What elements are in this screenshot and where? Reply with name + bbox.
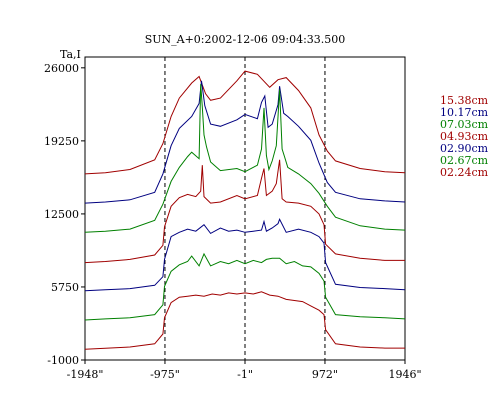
legend-entry: 15.38cm (440, 94, 489, 107)
y-axis-ticks: 26000 19250 12500 5750 -1000 (44, 62, 85, 367)
y-tick-label: 19250 (44, 135, 79, 148)
y-axis-label: Ta,I (60, 48, 81, 61)
legend-entry: 02.90cm (440, 142, 489, 155)
chart-title: SUN_A+0:2002-12-06 09:04:33.500 (145, 33, 346, 46)
series-line-10.17cm (84, 80, 406, 204)
series-line-02.24cm (84, 291, 405, 350)
legend-entry: 04.93cm (440, 130, 489, 143)
x-tick-label: 972" (312, 368, 338, 381)
legend-entry: 07.03cm (440, 118, 489, 131)
y-tick-label: 26000 (44, 62, 79, 75)
x-tick-label: -1" (237, 368, 253, 381)
legend-entry: 02.67cm (440, 154, 489, 167)
legend: 15.38cm 10.17cm 07.03cm 04.93cm 02.90cm 02.67… (440, 95, 488, 179)
x-tick-label: -1948" (67, 368, 104, 381)
y-tick-label: 5750 (51, 281, 79, 294)
dashed-reference-lines (164, 57, 326, 360)
legend-entry: 10.17cm (440, 106, 489, 119)
y-tick-label: -1000 (47, 354, 79, 367)
x-tick-label: 1946" (388, 368, 421, 381)
y-tick-label: 12500 (44, 208, 79, 221)
series-line-02.90cm (84, 218, 406, 292)
x-tick-label: -975" (150, 368, 180, 381)
x-axis-ticks: -1948" -975" -1" 972" 1946" (67, 360, 422, 381)
series-line-04.93cm (84, 159, 405, 264)
legend-entry: 02.24cm (440, 166, 489, 179)
series-line-02.67cm (84, 252, 406, 321)
series-line-07.03cm (84, 84, 406, 233)
series-lines (84, 70, 406, 350)
series-line-15.38cm (84, 70, 406, 175)
